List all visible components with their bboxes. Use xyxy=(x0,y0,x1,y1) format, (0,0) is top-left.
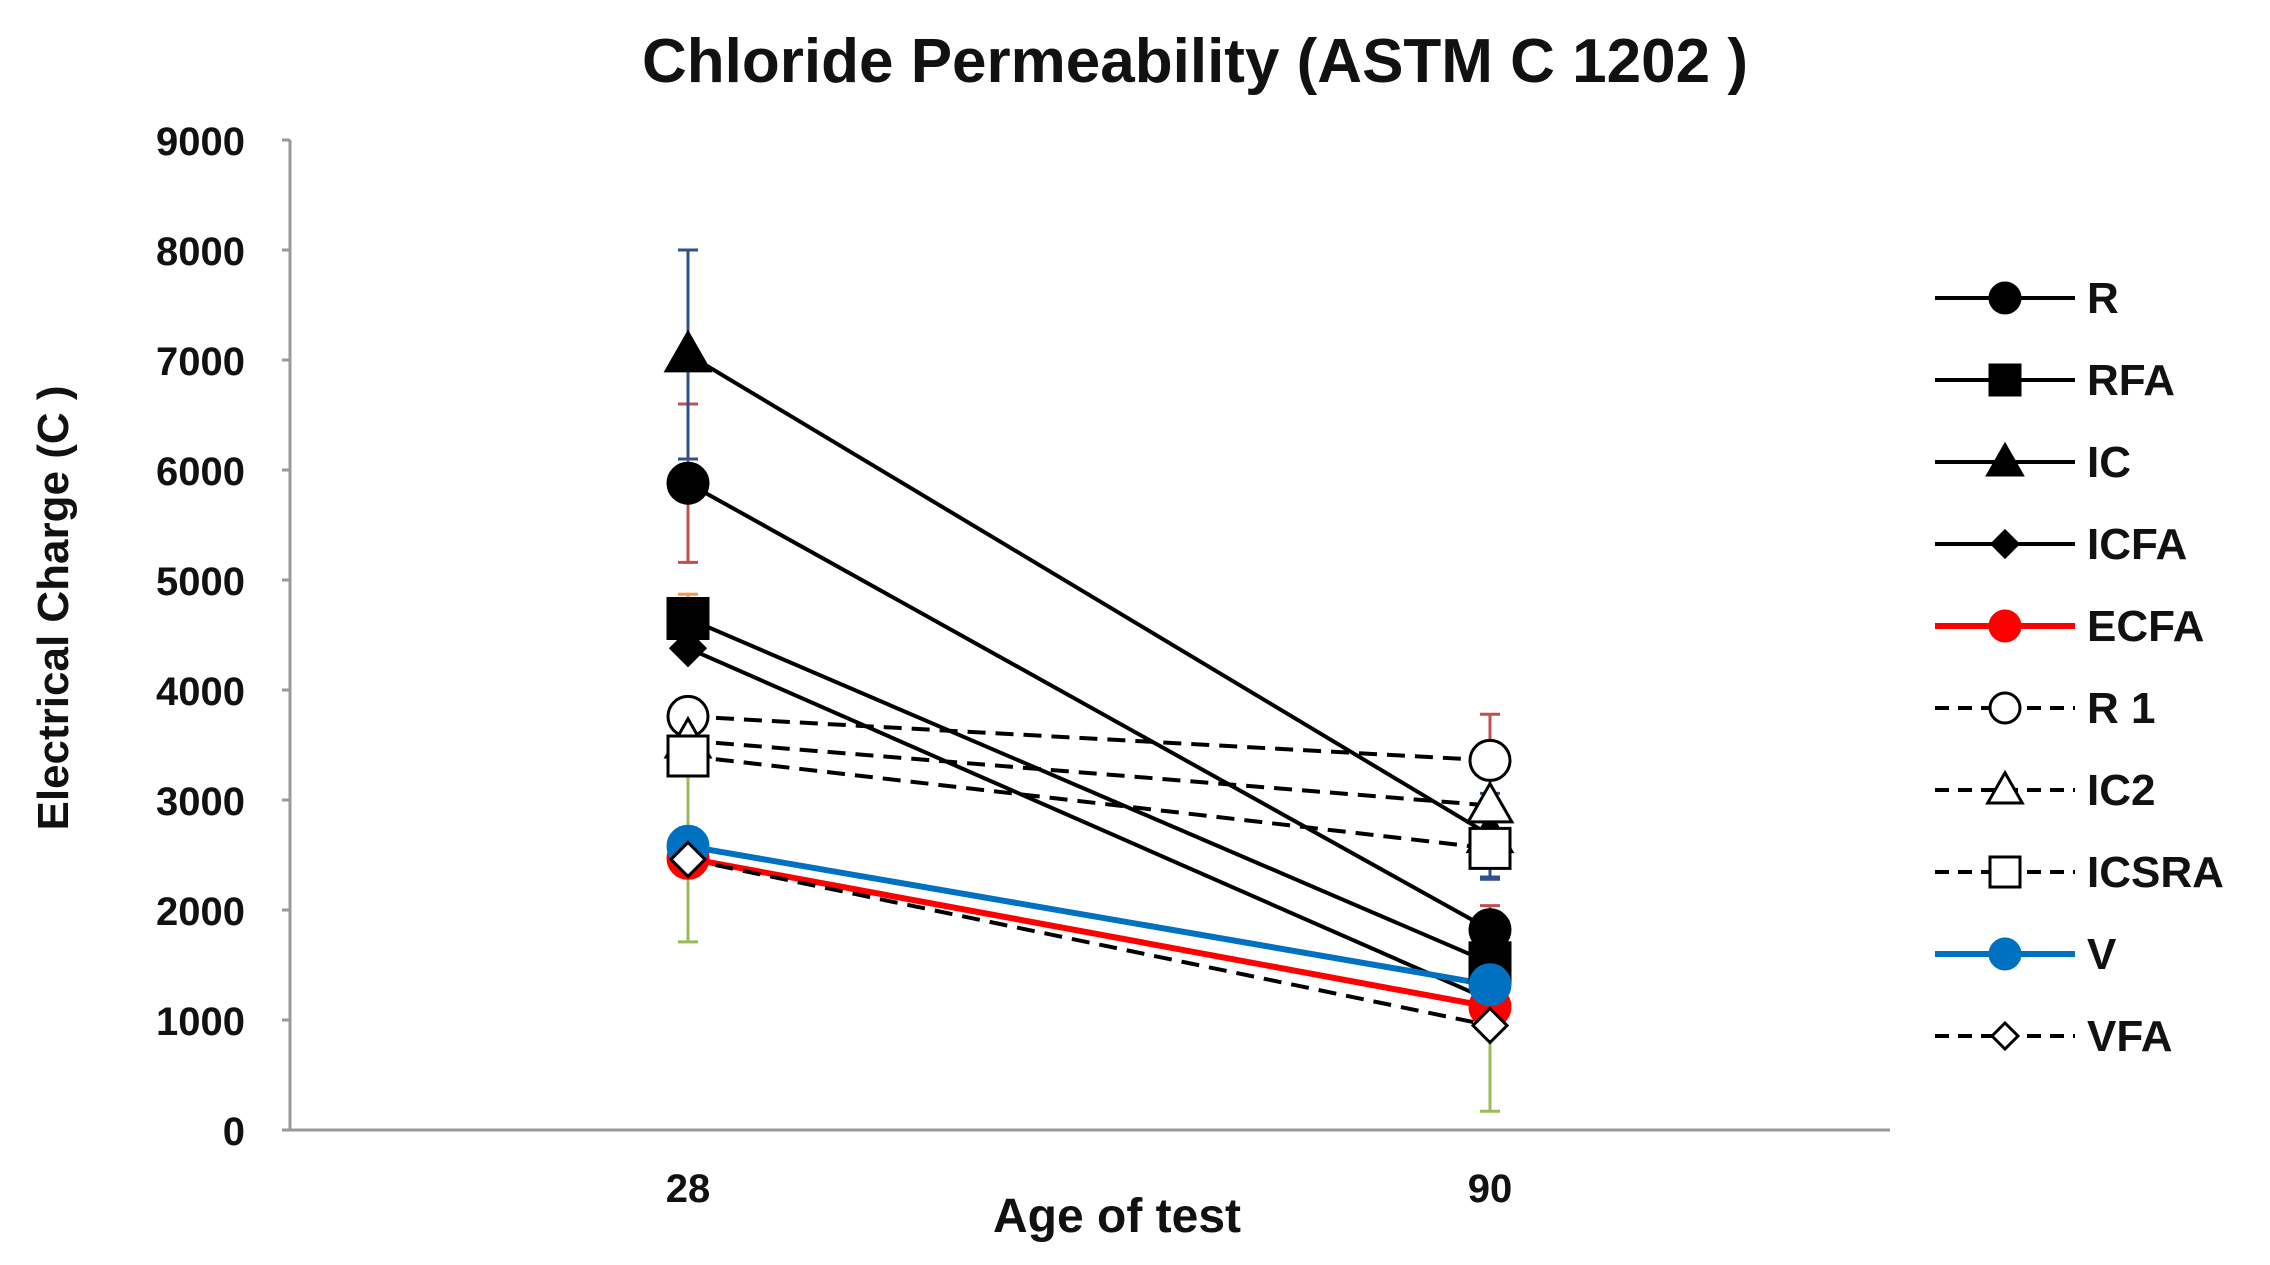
legend-item: IC xyxy=(1935,438,2131,487)
data-point-v xyxy=(1468,963,1512,1007)
series-line-vfa xyxy=(687,857,1491,1028)
x-tick-label: 90 xyxy=(1468,1167,1513,1211)
legend-item: ICSRA xyxy=(1935,848,2224,897)
data-point-r xyxy=(666,461,710,505)
legend-marker xyxy=(1985,441,2025,477)
data-point-icfa xyxy=(668,629,708,668)
legend-marker xyxy=(1989,1020,2021,1052)
legend-marker xyxy=(1988,609,2022,643)
series-line-ecfa xyxy=(687,855,1491,1010)
legend-label: ECFA xyxy=(2087,602,2204,651)
legend-label: VFA xyxy=(2087,1012,2173,1061)
x-tick-label: 28 xyxy=(666,1167,711,1211)
series-line-v xyxy=(687,843,1491,988)
legend-item: R 1 xyxy=(1935,684,2155,733)
y-tick-label: 1000 xyxy=(156,1000,245,1044)
y-axis-label: Electrical Charge (C ) xyxy=(29,385,78,830)
data-point-ic2 xyxy=(1465,780,1515,824)
y-tick-label: 7000 xyxy=(156,340,245,384)
legend-item: V xyxy=(1935,930,2117,979)
chart-title: Chloride Permeability (ASTM C 1202 ) xyxy=(642,27,1748,96)
y-tick-label: 4000 xyxy=(156,670,245,714)
series-line-ic2 xyxy=(687,738,1491,808)
y-tick-label: 8000 xyxy=(156,230,245,274)
series-line-r1 xyxy=(687,714,1491,763)
legend-item: IC2 xyxy=(1935,766,2155,815)
y-tick-label: 6000 xyxy=(156,450,245,494)
data-point-icsra xyxy=(1468,826,1512,870)
series-line-ic xyxy=(686,352,1492,837)
legend-marker xyxy=(1988,281,2022,315)
legend-item: RFA xyxy=(1935,356,2175,405)
legend-label: RFA xyxy=(2087,356,2175,405)
y-tick-label: 2000 xyxy=(156,890,245,934)
legend-marker xyxy=(1988,855,2022,889)
legend-item: VFA xyxy=(1935,1012,2173,1061)
legend-item: ECFA xyxy=(1935,602,2204,651)
data-point-icsra xyxy=(666,734,710,778)
legend-marker xyxy=(1989,528,2021,560)
legend-label: R xyxy=(2087,274,2119,323)
legend-label: ICSRA xyxy=(2087,848,2224,897)
y-tick-label: 0 xyxy=(223,1110,245,1154)
legend-marker xyxy=(1988,691,2022,725)
series-line-icfa xyxy=(687,646,1491,1003)
y-tick-label: 9000 xyxy=(156,120,245,164)
legend-marker xyxy=(1985,769,2025,805)
series-line-r xyxy=(687,481,1491,932)
series-line-rfa xyxy=(687,616,1491,965)
data-point-vfa xyxy=(668,840,708,879)
legend-marker xyxy=(1988,363,2022,397)
legend-item: ICFA xyxy=(1935,520,2187,569)
legend-label: R 1 xyxy=(2087,684,2155,733)
y-tick-label: 3000 xyxy=(156,780,245,824)
series-line-icsra xyxy=(687,754,1491,851)
legend-label: ICFA xyxy=(2087,520,2187,569)
x-axis-label: Age of test xyxy=(993,1190,1241,1243)
legend-item: R xyxy=(1935,274,2119,323)
data-point-vfa xyxy=(1470,1006,1510,1045)
legend-label: IC xyxy=(2087,438,2131,487)
legend-marker xyxy=(1988,937,2022,971)
y-tick-label: 5000 xyxy=(156,560,245,604)
data-point-r1 xyxy=(1468,738,1512,782)
legend-label: IC2 xyxy=(2087,766,2155,815)
data-point-ic xyxy=(663,329,713,373)
legend-label: V xyxy=(2087,930,2117,979)
